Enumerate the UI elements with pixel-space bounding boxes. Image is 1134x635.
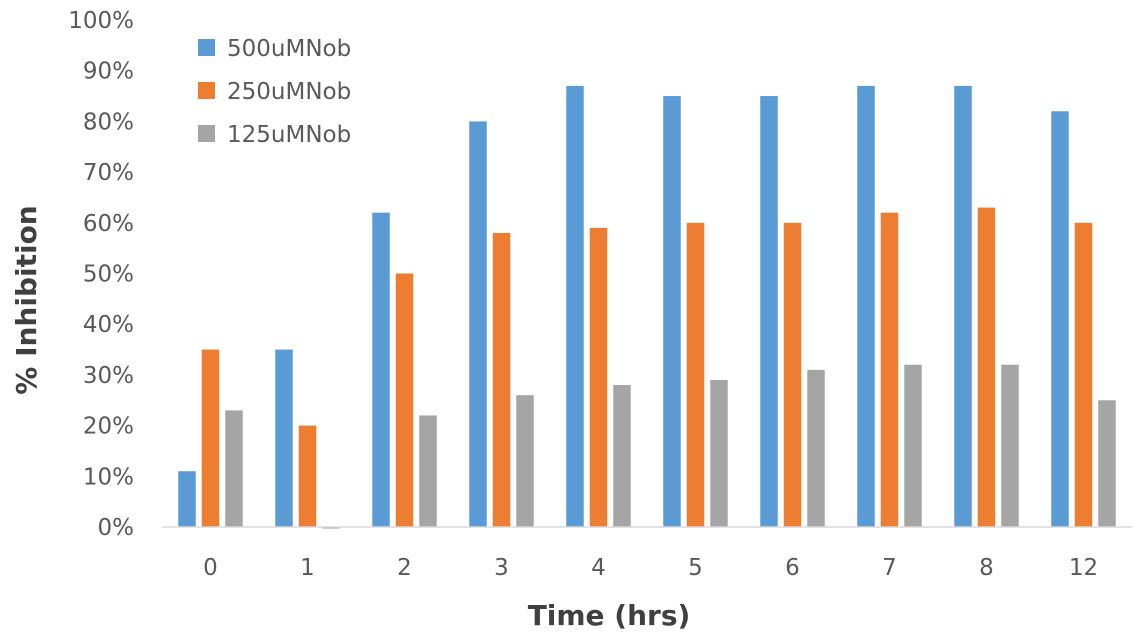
bar-250uMNob-1: [298, 425, 317, 527]
bar-500uMNob-5: [663, 96, 681, 528]
bar-500uMNob-6: [760, 96, 778, 528]
y-tick-label: 0%: [98, 515, 135, 541]
legend-label: 500uMNob: [227, 36, 351, 62]
legend: 500uMNob 250uMNob 125uMNob: [198, 36, 351, 148]
bar-125uMNob-0: [225, 410, 243, 527]
bar-125uMNob-12: [1098, 400, 1116, 527]
y-tick-label: 70%: [83, 160, 134, 186]
x-tick-label: 4: [591, 555, 606, 581]
x-tick-label: 6: [785, 555, 800, 581]
bar-125uMNob-6: [807, 369, 825, 527]
legend-swatch: [198, 39, 215, 56]
bar-500uMNob-4: [566, 85, 584, 527]
bar-125uMNob-2: [419, 415, 437, 527]
bar-500uMNob-0: [178, 471, 196, 527]
bar-125uMNob-1: [322, 527, 340, 529]
x-tick-label: 3: [494, 555, 509, 581]
bar-500uMNob-1: [275, 349, 293, 527]
x-tick-label: 12: [1069, 555, 1098, 581]
legend-swatch: [198, 125, 215, 142]
bar-250uMNob-7: [880, 212, 899, 527]
legend-swatch: [198, 82, 215, 99]
bar-500uMNob-12: [1051, 111, 1069, 527]
y-tick-label: 60%: [83, 211, 134, 237]
x-tick-label: 7: [882, 555, 897, 581]
x-tick-label: 0: [203, 555, 218, 581]
bar-125uMNob-3: [516, 395, 534, 527]
legend-label: 250uMNob: [227, 79, 351, 105]
bars: [178, 85, 1116, 529]
y-tick-label: 90%: [83, 59, 134, 85]
y-tick-label: 100%: [68, 8, 134, 34]
x-axis-title: Time (hrs): [528, 599, 691, 632]
bar-250uMNob-0: [201, 349, 220, 527]
y-axis-ticks: 0% 10% 20% 30% 40% 50% 60% 70% 80% 90% 100%: [68, 8, 134, 541]
bar-250uMNob-8: [977, 207, 996, 527]
bar-250uMNob-5: [686, 222, 705, 528]
bar-250uMNob-6: [783, 222, 802, 528]
bar-250uMNob-3: [492, 232, 511, 527]
y-tick-label: 50%: [83, 262, 134, 288]
legend-label: 125uMNob: [227, 122, 351, 148]
y-axis-title: % Inhibition: [10, 205, 43, 394]
y-tick-label: 20%: [83, 414, 134, 440]
bar-125uMNob-7: [904, 364, 922, 527]
y-tick-label: 40%: [83, 312, 134, 338]
bar-500uMNob-7: [857, 85, 875, 527]
x-tick-label: 5: [688, 555, 703, 581]
y-tick-label: 10%: [83, 464, 134, 490]
y-tick-label: 30%: [83, 363, 134, 389]
y-tick-label: 80%: [83, 109, 134, 135]
bar-500uMNob-8: [954, 85, 972, 527]
x-tick-label: 1: [300, 555, 315, 581]
bar-500uMNob-2: [372, 212, 390, 527]
x-tick-label: 2: [397, 555, 412, 581]
bar-500uMNob-3: [469, 121, 487, 528]
x-axis-ticks: 0 1 2 3 4 5 6 7 8 12: [203, 555, 1098, 581]
bar-125uMNob-4: [613, 385, 631, 527]
bar-250uMNob-2: [395, 273, 414, 527]
bar-125uMNob-5: [710, 379, 728, 527]
bar-250uMNob-12: [1074, 222, 1093, 528]
x-tick-label: 8: [979, 555, 994, 581]
bar-250uMNob-4: [589, 227, 608, 527]
bar-125uMNob-8: [1001, 364, 1019, 527]
